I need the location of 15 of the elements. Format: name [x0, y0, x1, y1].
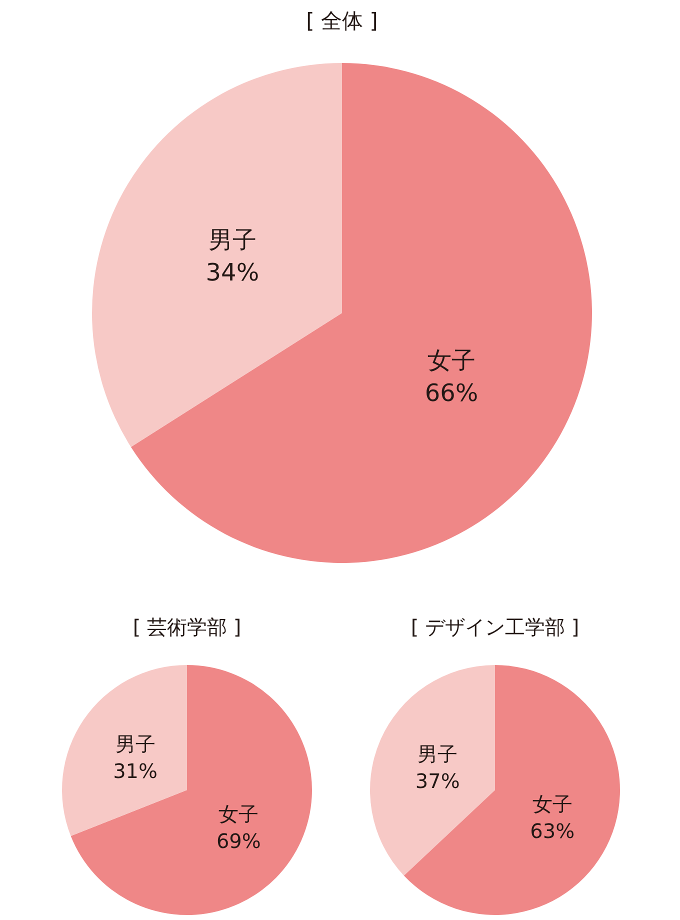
data-label: 66% [424, 378, 478, 407]
slice-label: 女子 [218, 802, 259, 826]
chart-title: [ デザイン工学部 ] [410, 615, 580, 639]
slice-label: 女子 [428, 346, 476, 374]
data-label: 37% [415, 769, 460, 794]
slice-label: 男子 [418, 742, 458, 766]
chart-title: [ 芸術学部 ] [132, 615, 242, 639]
slice-label: 男子 [115, 732, 156, 756]
slice-label: 女子 [532, 792, 572, 816]
chart-title: [ 全体 ] [306, 9, 378, 33]
slice-label: 男子 [208, 226, 256, 254]
data-label: 34% [206, 258, 260, 286]
data-label: 69% [216, 829, 261, 854]
data-label: 63% [530, 818, 575, 843]
data-label: 31% [113, 758, 158, 783]
